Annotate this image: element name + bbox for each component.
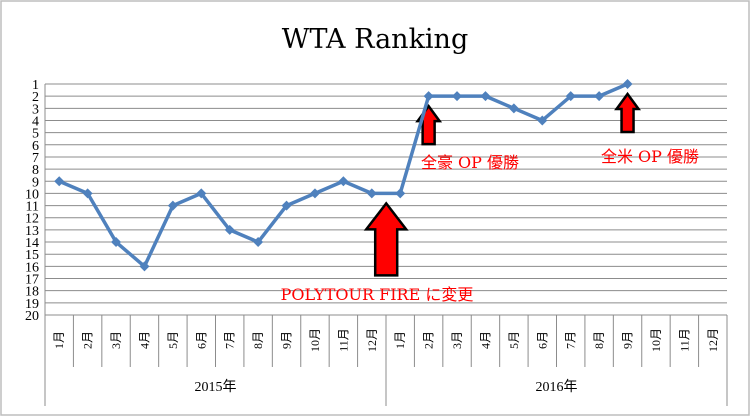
annotation-label: 全米 OP 優勝 [601,147,699,166]
y-tick-label: 7 [32,151,39,166]
x-tick-label: 12月 [365,328,379,352]
y-tick-label: 1 [32,78,39,93]
x-tick-label: 10月 [308,328,322,352]
data-point [338,176,349,187]
y-tick-label: 14 [25,236,39,251]
y-tick-label: 3 [32,102,39,117]
y-tick-label: 11 [26,200,39,215]
x-tick-label: 8月 [592,331,606,349]
data-point [452,91,463,102]
x-tick-label: 7月 [223,331,237,349]
small-arrow [614,91,642,134]
x-tick-label: 3月 [109,331,123,349]
data-point [82,188,93,199]
data-point [423,91,434,102]
y-tick-label: 10 [25,187,39,202]
y-tick-label: 5 [32,127,39,142]
y-tick-label: 12 [25,212,39,227]
data-point [594,91,605,102]
data-point [622,79,633,89]
data-point [253,237,264,248]
x-tick-label: 2月 [81,331,95,349]
x-tick-label: 4月 [478,331,492,349]
data-point [395,188,406,199]
large-arrow [363,201,409,277]
data-point [281,200,292,211]
x-tick-label: 7月 [564,331,578,349]
data-point [565,91,576,102]
ranking-series [54,79,633,272]
y-tick-label: 16 [25,260,39,275]
y-tick-label: 19 [25,297,39,312]
x-tick-label: 6月 [535,331,549,349]
data-point [54,176,65,187]
y-tick-label: 4 [32,114,39,129]
data-point [480,91,491,102]
y-tick-label: 20 [25,309,39,324]
x-tick-label: 1月 [393,331,407,349]
annotations: POLYTOUR FIRE に変更 全豪 OP 優勝 全米 OP 優勝 [281,147,699,304]
x-tick-label: 8月 [251,331,265,349]
data-point [139,261,150,272]
x-tick-label: 11月 [677,328,691,352]
year-label: 2015年 [195,379,237,395]
x-tick-label: 3月 [450,331,464,349]
x-tick-label: 11月 [336,328,350,352]
x-tick-label: 10月 [649,328,663,352]
data-point [224,224,235,235]
y-tick-label: 13 [25,224,39,239]
data-point [537,115,548,126]
data-point [309,188,320,199]
x-tick-label: 6月 [194,331,208,349]
annotation-arrows [363,91,642,277]
y-tick-label: 6 [32,139,39,154]
y-tick-label: 17 [25,273,39,288]
x-tick-label: 9月 [280,331,294,349]
y-tick-label: 18 [25,285,39,300]
y-tick-label: 2 [32,90,39,105]
chart-title: WTA Ranking [282,24,468,55]
x-tick-label: 2月 [422,331,436,349]
data-point [111,237,122,248]
x-tick-label: 4月 [137,331,151,349]
annotation-label: POLYTOUR FIRE に変更 [281,285,474,304]
x-tick-label: 9月 [621,331,635,349]
x-tick-label: 5月 [166,331,180,349]
data-point [167,200,178,211]
data-point [508,103,519,114]
x-tick-label: 12月 [706,328,720,352]
x-tick-label: 1月 [52,331,66,349]
year-label: 2016年 [536,379,578,395]
annotation-label: 全豪 OP 優勝 [421,153,519,172]
y-tick-label: 15 [25,248,39,263]
data-point [366,188,377,199]
x-tick-label: 5月 [507,331,521,349]
x-axis: 1月 2月 3月 4月 5月 6月 7月 8月 9月 10月 11月 12月 1月 2月 3月 4月 5月 6月 7… [44,315,728,406]
data-point [196,188,207,199]
y-tick-label: 9 [32,175,39,190]
y-tick-label: 8 [32,163,39,178]
